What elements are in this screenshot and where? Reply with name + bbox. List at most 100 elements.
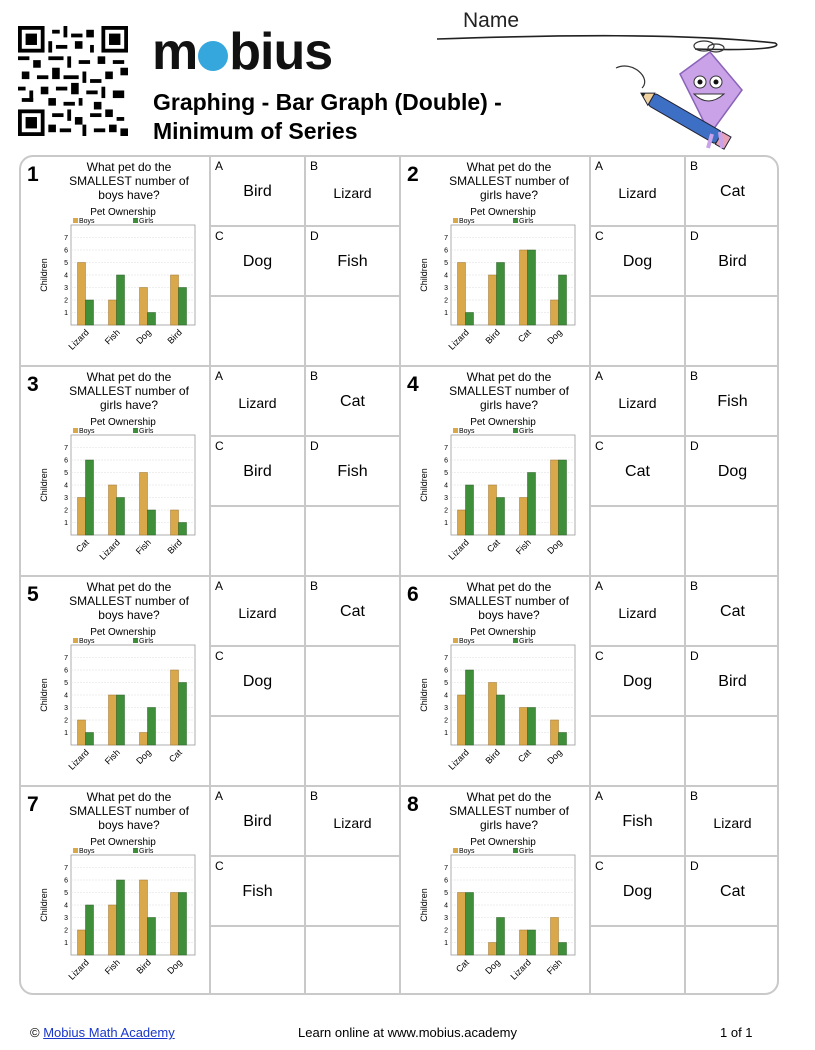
bar-girls-fish	[116, 274, 125, 326]
y-tick-label: 3	[444, 285, 448, 292]
x-tick-label: Fish	[545, 957, 564, 976]
answer-option-a[interactable]: A Fish	[591, 787, 686, 857]
y-tick-label: 4	[64, 693, 68, 700]
y-tick-label: 7	[64, 235, 68, 242]
answer-option-d[interactable]: D Fish	[306, 227, 401, 297]
y-tick-label: 4	[444, 903, 448, 910]
answer-cell	[686, 717, 777, 787]
x-tick-label: Cat	[167, 747, 184, 764]
answer-cell	[591, 927, 686, 993]
option-text: Cat	[625, 463, 650, 480]
problem-2: 2 What pet do the SMALLEST number of girl…	[401, 157, 777, 367]
answer-option-b[interactable]: B Lizard	[686, 787, 777, 857]
answer-option-a[interactable]: A Lizard	[211, 367, 306, 437]
legend-label-boys: Boys	[459, 428, 475, 435]
option-text: Lizard	[618, 605, 657, 621]
y-tick-label: 7	[444, 235, 448, 242]
bar-boys-bird	[170, 274, 179, 326]
y-tick-label: 1	[64, 730, 68, 737]
answer-option-b[interactable]: B Cat	[306, 577, 401, 647]
problem-number: 3	[27, 373, 39, 396]
y-tick-label: 4	[64, 903, 68, 910]
x-tick-label: Cat	[74, 537, 91, 554]
logo-drop-icon	[198, 41, 229, 71]
answer-option-d[interactable]: D Dog	[686, 437, 777, 507]
answer-option-c[interactable]: C Dog	[591, 227, 686, 297]
option-text: Fish	[337, 253, 368, 270]
problem-grid: 1 What pet do the SMALLEST number of boys…	[19, 155, 779, 995]
answer-option-d[interactable]: D Bird	[686, 647, 777, 717]
answer-option-b[interactable]: B Cat	[686, 577, 777, 647]
answer-option-a[interactable]: A Lizard	[591, 367, 686, 437]
answer-option-d[interactable]: D Cat	[686, 857, 777, 927]
answer-option-a[interactable]: A Lizard	[591, 577, 686, 647]
y-tick-label: 4	[444, 693, 448, 700]
option-text: Cat	[340, 393, 365, 410]
problem-7: 7 What pet do the SMALLEST number of boys…	[21, 787, 401, 993]
y-tick-label: 5	[64, 260, 68, 267]
x-tick-label: Fish	[103, 327, 122, 346]
option-text: Dog	[622, 253, 653, 270]
problem-number: 1	[27, 163, 39, 186]
chart-title: Pet Ownership	[470, 207, 536, 218]
answer-option-a[interactable]: A Lizard	[591, 157, 686, 227]
answer-option-c[interactable]: C Fish	[211, 857, 306, 927]
chart-title: Pet Ownership	[470, 627, 536, 638]
answer-option-b[interactable]: B Fish	[686, 367, 777, 437]
bar-boys-bird	[139, 879, 148, 956]
legend-swatch-boys	[453, 218, 458, 223]
answer-option-d[interactable]: D Fish	[306, 437, 401, 507]
answer-option-a[interactable]: A Bird	[211, 157, 306, 227]
legend-swatch-girls	[513, 638, 518, 643]
y-tick-label: 6	[444, 458, 448, 465]
y-tick-label: 2	[444, 928, 448, 935]
option-letter: D	[310, 439, 319, 453]
answer-option-c[interactable]: C Bird	[211, 437, 306, 507]
y-tick-label: 3	[444, 705, 448, 712]
bar-girls-lizard	[116, 497, 125, 536]
option-text: Cat	[720, 183, 745, 200]
y-tick-label: 2	[64, 928, 68, 935]
option-text: Cat	[340, 603, 365, 620]
answer-option-a[interactable]: A Lizard	[211, 577, 306, 647]
bar-boys-lizard	[519, 929, 528, 956]
bar-boys-lizard	[457, 694, 466, 746]
option-text: Fish	[337, 463, 368, 480]
bar-girls-fish	[558, 942, 567, 956]
answer-option-b[interactable]: B Lizard	[306, 157, 401, 227]
option-text: Dog	[242, 253, 273, 270]
bar-boys-lizard	[457, 509, 466, 536]
option-text: Lizard	[618, 185, 657, 201]
mobius-academy-link[interactable]: Mobius Math Academy	[43, 1025, 175, 1040]
answer-cell	[591, 507, 686, 577]
answer-option-c[interactable]: C Dog	[591, 647, 686, 717]
option-letter: C	[215, 439, 224, 453]
y-tick-label: 5	[64, 680, 68, 687]
answer-option-d[interactable]: D Bird	[686, 227, 777, 297]
answer-option-b[interactable]: B Cat	[306, 367, 401, 437]
title-line-2: Minimum of Series	[153, 118, 358, 144]
problem-1: 1 What pet do the SMALLEST number of boys…	[21, 157, 401, 367]
answer-option-c[interactable]: C Dog	[211, 227, 306, 297]
legend-swatch-boys	[73, 218, 78, 223]
bar-boys-cat	[170, 669, 179, 746]
name-line[interactable]	[435, 25, 785, 65]
option-letter: C	[595, 649, 604, 663]
answer-option-c[interactable]: C Dog	[211, 647, 306, 717]
problem-number: 8	[407, 793, 419, 816]
answer-option-c[interactable]: C Dog	[591, 857, 686, 927]
legend-label-girls: Girls	[139, 218, 154, 225]
bar-boys-bird	[170, 509, 179, 536]
option-letter: B	[310, 159, 319, 173]
y-axis-label: Children	[39, 258, 49, 292]
y-tick-label: 4	[444, 483, 448, 490]
answer-option-b[interactable]: B Cat	[686, 157, 777, 227]
answer-option-c[interactable]: C Cat	[591, 437, 686, 507]
bar-girls-fish	[116, 879, 125, 956]
answer-option-b[interactable]: B Lizard	[306, 787, 401, 857]
answer-option-a[interactable]: A Bird	[211, 787, 306, 857]
y-tick-label: 1	[64, 310, 68, 317]
y-tick-label: 3	[64, 495, 68, 502]
